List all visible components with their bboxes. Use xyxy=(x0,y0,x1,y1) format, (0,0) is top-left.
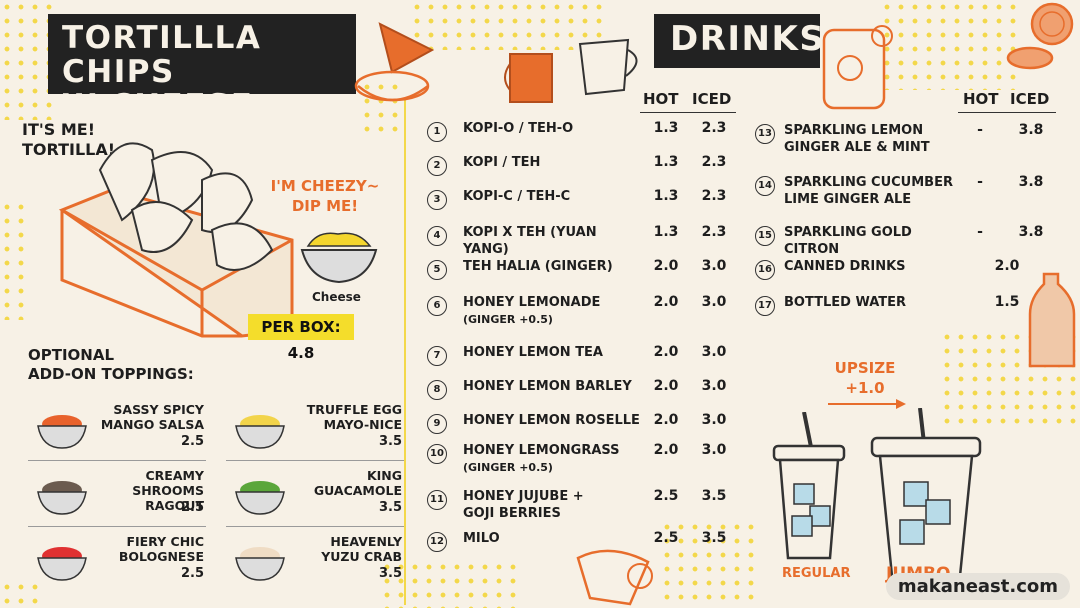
hot-header-right: HOT xyxy=(963,90,999,108)
jumbo-cup-icon xyxy=(870,408,982,578)
topping-item: SASSY SPICY MANGO SALSA 2.5 xyxy=(28,398,206,461)
arrow-right-icon xyxy=(828,399,906,409)
bolognese-bowl-icon xyxy=(37,547,87,581)
drink-item: 2 KOPI / TEH 1.3 2.3 xyxy=(424,154,744,184)
drink-item: 5 TEH HALIA (GINGER) 2.0 3.0 xyxy=(424,258,744,288)
addon-title: OPTIONAL ADD-ON TOPPINGS: xyxy=(28,346,194,383)
iced-header: ICED xyxy=(692,90,732,108)
drink-item: 16 CANNED DRINKS 2.0 xyxy=(752,258,1072,292)
drink-item: 3 KOPI-C / TEH-C 1.3 2.3 xyxy=(424,188,744,218)
water-bottle-icon xyxy=(1028,272,1076,368)
drink-item: 11 HONEY JUJUBE + GOJI BERRIES 2.5 3.5 xyxy=(424,488,744,528)
drink-item: 12 MILO 2.5 3.5 xyxy=(424,530,744,560)
mascot-text: IT'S ME! TORTILLA! xyxy=(22,120,116,159)
drink-item: 15 SPARKLING GOLD CITRON - 3.8 xyxy=(752,224,1072,258)
topping-item: CREAMY SHROOMS RAGOUT 2.5 xyxy=(28,464,206,527)
chips-title-line1: TORTILLLA CHIPS xyxy=(62,20,262,90)
drink-item: 13 SPARKLING LEMON GINGER ALE & MINT - 3.… xyxy=(752,122,1072,156)
orange-slices-icon xyxy=(1006,2,1074,70)
topping-price: 3.5 xyxy=(378,566,402,581)
drink-item: 10 HONEY LEMONGRASS (GINGER +0.5) 2.0 3.0 xyxy=(424,442,744,486)
drink-item: 9 HONEY LEMON ROSELLE 2.0 3.0 xyxy=(424,412,744,442)
drink-item: 6 HONEY LEMONADE (GINGER +0.5) 2.0 3.0 xyxy=(424,294,744,338)
drink-item: 1 KOPI-O / TEH-O 1.3 2.3 xyxy=(424,120,744,150)
cheese-label: Cheese xyxy=(312,290,361,304)
regular-cup-icon xyxy=(772,412,846,560)
cheese-callout: I'M CHEEZY~ DIP ME! xyxy=(270,177,380,215)
header-rule xyxy=(640,112,736,113)
header-rule xyxy=(958,112,1056,113)
price-per-box: PER BOX: 4.8 xyxy=(248,314,354,362)
topping-price: 2.5 xyxy=(180,434,204,449)
hot-header: HOT xyxy=(643,90,679,108)
chips-title: TORTILLLA CHIPS W CHEESE SAUCE xyxy=(48,14,356,157)
topping-price: 2.5 xyxy=(180,566,204,581)
egg-mayo-bowl-icon xyxy=(235,415,285,449)
divider xyxy=(404,100,406,605)
lemonade-jar-icon xyxy=(822,25,893,110)
topping-item: TRUFFLE EGG MAYO-NICE 3.5 xyxy=(226,398,404,461)
cheese-bowl-icon xyxy=(300,232,378,284)
nacho-dip-icon xyxy=(354,22,435,102)
chips-title-line2: W CHEESE SAUCE xyxy=(62,88,254,158)
salsa-bowl-icon xyxy=(37,415,87,449)
drinks-title: DRINKS xyxy=(654,14,824,68)
iced-header-right: ICED xyxy=(1010,90,1050,108)
dessert-illustration xyxy=(576,549,653,606)
watermark: makaneast.com xyxy=(885,573,1070,600)
topping-item: KING GUACAMOLE 3.5 xyxy=(226,464,404,527)
topping-item: HEAVENLY YUZU CRAB 3.5 xyxy=(226,530,404,592)
topping-price: 3.5 xyxy=(378,434,402,449)
crab-bowl-icon xyxy=(235,547,285,581)
mushroom-bowl-icon xyxy=(37,481,87,515)
regular-label: REGULAR xyxy=(782,566,851,581)
drink-item: 17 BOTTLED WATER 1.5 xyxy=(752,294,1072,328)
upsize-callout: UPSIZE +1.0 xyxy=(834,359,896,397)
guacamole-bowl-icon xyxy=(235,481,285,515)
cups-illustration xyxy=(504,38,638,103)
topping-item: FIERY CHIC BOLOGNESE 2.5 xyxy=(28,530,206,592)
tortilla-box-illustration xyxy=(58,142,294,338)
drink-item: 14 SPARKLING CUCUMBER LIME GINGER ALE - 3… xyxy=(752,174,1072,208)
topping-price: 2.5 xyxy=(180,500,204,515)
drink-item: 7 HONEY LEMON TEA 2.0 3.0 xyxy=(424,344,744,374)
drink-item: 8 HONEY LEMON BARLEY 2.0 3.0 xyxy=(424,378,744,408)
topping-price: 3.5 xyxy=(378,500,402,515)
drink-item: 4 KOPI X TEH (YUAN YANG) 1.3 2.3 xyxy=(424,224,744,257)
